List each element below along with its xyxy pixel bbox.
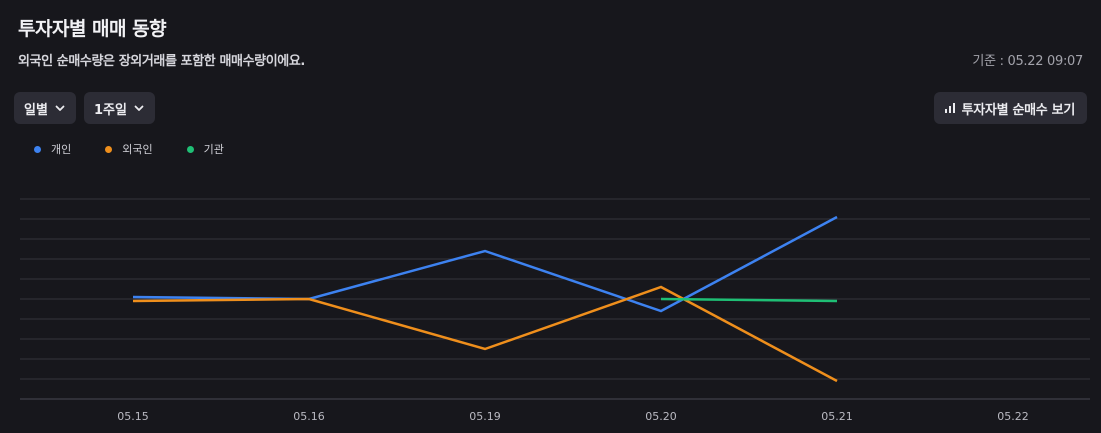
page-subtitle: 외국인 순매수량은 장외거래를 포함한 매매수량이에요. xyxy=(18,54,305,69)
x-tick-label: 05.15 xyxy=(117,410,149,423)
legend-label-foreign: 외국인 xyxy=(122,143,153,156)
legend-item-foreign[interactable]: 외국인 xyxy=(105,141,153,157)
x-tick-label: 05.20 xyxy=(645,410,677,423)
chevron-down-icon xyxy=(134,105,144,111)
grid-lines xyxy=(20,198,1090,400)
bar-chart-icon xyxy=(944,103,955,113)
legend-item-institution[interactable]: 기관 xyxy=(186,141,224,157)
series-lines xyxy=(132,215,838,383)
net-buy-view-label: 투자자별 순매수 보기 xyxy=(961,102,1076,118)
period-dropdown[interactable]: 일별 xyxy=(14,92,76,124)
x-tick-label: 05.19 xyxy=(469,410,501,423)
chart-legend: 개인 외국인 기관 xyxy=(34,141,258,157)
legend-item-individual[interactable]: 개인 xyxy=(34,141,71,157)
legend-dot-foreign xyxy=(105,145,113,153)
range-dropdown[interactable]: 1주일 xyxy=(84,92,155,124)
legend-label-institution: 기관 xyxy=(203,143,224,156)
net-buy-view-button[interactable]: 투자자별 순매수 보기 xyxy=(933,92,1087,124)
legend-label-individual: 개인 xyxy=(51,143,72,156)
series-line-individual[interactable] xyxy=(132,215,838,313)
chevron-down-icon xyxy=(55,105,65,111)
series-line-institution[interactable] xyxy=(660,297,838,303)
x-tick-label: 05.22 xyxy=(997,410,1029,423)
legend-dot-institution xyxy=(186,145,194,153)
x-tick-label: 05.16 xyxy=(293,410,325,423)
x-axis-ticks: 05.15 05.16 05.19 05.20 05.21 05.22 xyxy=(117,410,1029,423)
legend-dot-individual xyxy=(34,145,41,153)
period-dropdown-label: 일별 xyxy=(24,102,48,118)
series-line-foreign[interactable] xyxy=(132,285,838,383)
x-tick-label: 05.21 xyxy=(821,410,853,423)
timestamp: 기준 : 05.22 09:07 xyxy=(972,54,1083,69)
range-dropdown-label: 1주일 xyxy=(94,102,127,118)
page-title: 투자자별 매매 동향 xyxy=(18,18,167,40)
